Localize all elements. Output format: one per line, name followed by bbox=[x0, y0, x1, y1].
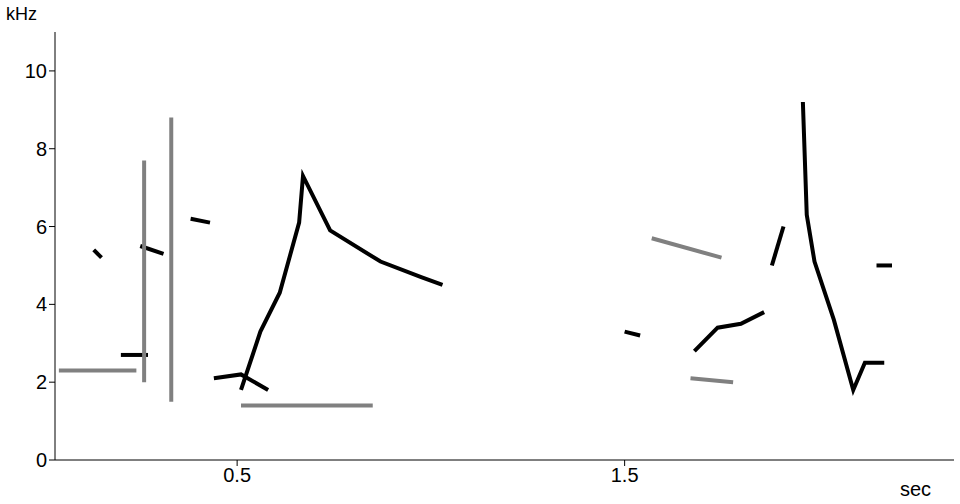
svg-text:8: 8 bbox=[36, 138, 47, 160]
svg-text:4: 4 bbox=[36, 293, 47, 315]
svg-text:6: 6 bbox=[36, 216, 47, 238]
svg-text:0.5: 0.5 bbox=[223, 464, 251, 486]
html-text:sec: sec bbox=[900, 478, 932, 500]
html-text:kHz: kHz bbox=[6, 4, 37, 24]
svg-text:10: 10 bbox=[25, 60, 47, 82]
svg-text:0: 0 bbox=[36, 449, 47, 471]
svg-text:2: 2 bbox=[36, 371, 47, 393]
svg-text:1.5: 1.5 bbox=[611, 464, 639, 486]
